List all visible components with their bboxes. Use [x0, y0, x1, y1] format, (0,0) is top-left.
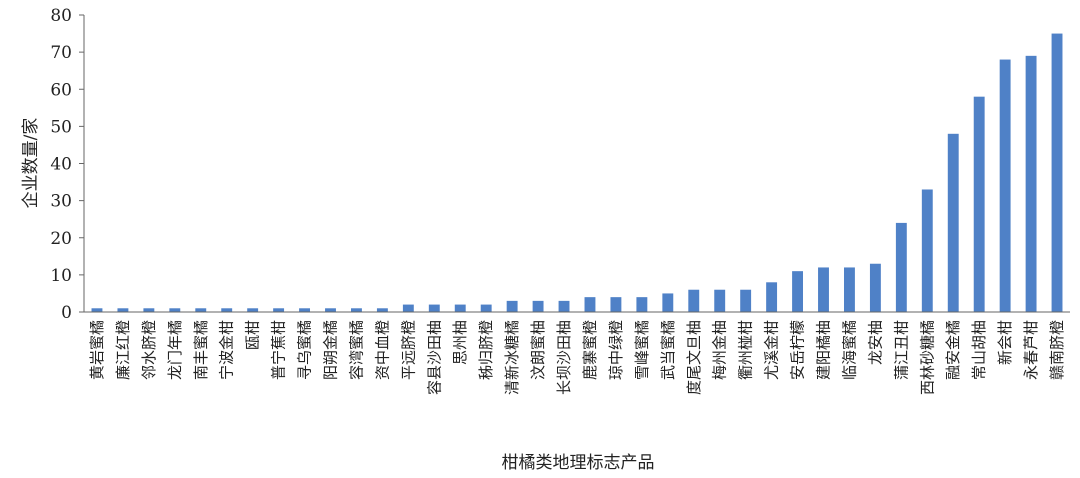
- bar: [402, 304, 414, 312]
- bar: [636, 297, 648, 312]
- x-tick-label: 衢州椪柑: [737, 320, 755, 380]
- bar: [428, 304, 440, 312]
- x-tick-label: 安岳柠檬: [789, 320, 807, 380]
- x-tick-label: 黄岩蜜橘: [88, 320, 106, 380]
- bar: [688, 289, 700, 312]
- x-tick-label: 琼中绿橙: [607, 320, 625, 380]
- bar: [299, 308, 311, 312]
- x-tick-label: 思州柚: [451, 320, 469, 365]
- bar: [350, 308, 362, 312]
- x-tick-label: 廉江红橙: [114, 320, 132, 380]
- x-tick-label: 汶朗蜜柚: [529, 320, 547, 380]
- bar: [143, 308, 155, 312]
- x-tick-label: 清新冰糖橘: [503, 320, 521, 395]
- x-tick-label: 西林砂糖橘: [918, 320, 936, 395]
- bar: [584, 297, 596, 312]
- x-tick-label: 雪峰蜜橘: [633, 320, 651, 380]
- y-tick-label: 20: [50, 229, 72, 249]
- bar: [169, 308, 181, 312]
- x-tick-label: 武当蜜橘: [659, 320, 677, 380]
- x-tick-label: 临海蜜橘: [840, 320, 858, 380]
- bar: [273, 308, 285, 312]
- x-tick-label: 秭归脐橙: [477, 320, 495, 380]
- bar: [195, 308, 207, 312]
- x-tick-label: 平远脐橙: [399, 320, 417, 380]
- bar: [325, 308, 336, 312]
- x-tick-label: 度尾文旦柚: [685, 320, 703, 395]
- bar: [895, 222, 907, 312]
- bar: [221, 308, 233, 312]
- x-tick-label: 邻水脐橙: [140, 320, 158, 380]
- bar: [1051, 33, 1063, 312]
- x-tick-label: 资中血橙: [373, 320, 391, 380]
- x-tick-label: 容县沙田柚: [425, 320, 443, 395]
- y-axis-ticks: 0 10 20 30 40 50 60 70 80: [50, 6, 84, 323]
- bar: [376, 308, 388, 312]
- x-tick-label: 尤溪金柑: [763, 320, 781, 380]
- bar: [818, 267, 829, 312]
- bar: [869, 263, 881, 312]
- x-tick-label: 梅州金柚: [711, 320, 729, 380]
- x-tick-label: 建阳橘柚: [815, 320, 833, 380]
- x-tick-label: 瓯柑: [244, 320, 262, 350]
- x-tick-label: 容湾蜜橘: [347, 320, 365, 380]
- bar: [662, 293, 674, 312]
- x-tick-label: 长坝沙田柚: [555, 320, 573, 395]
- y-tick-label: 40: [50, 155, 72, 175]
- x-tick-label: 寻乌蜜橘: [296, 320, 314, 380]
- bar: [480, 304, 492, 312]
- bar: [921, 189, 933, 312]
- y-tick-label: 60: [50, 80, 72, 100]
- bar: [792, 271, 804, 312]
- bar: [766, 282, 778, 312]
- bar: [947, 133, 959, 312]
- bar: [610, 297, 622, 312]
- y-tick-label: 10: [50, 266, 72, 286]
- y-tick-label: 70: [50, 43, 72, 63]
- y-tick-label: 30: [50, 192, 72, 212]
- x-tick-label: 鹿寨蜜橙: [581, 320, 599, 380]
- bar: [91, 308, 103, 312]
- x-tick-label: 南丰蜜橘: [192, 320, 210, 380]
- x-axis-tick-labels: 黄岩蜜橘 廉江红橙 邻水脐橙 龙门年橘 南丰蜜橘 宁波金柑 瓯柑 普宁蕉柑 寻乌蜜橘 阳朔金橘 容湾…: [88, 320, 1066, 395]
- x-tick-label: 融安金橘: [944, 320, 962, 380]
- x-tick-label: 宁波金柑: [218, 320, 236, 380]
- x-tick-label: 常山胡柚: [970, 320, 988, 380]
- y-axis-title: 企业数量/家: [21, 118, 41, 209]
- x-tick-label: 蒲江丑柑: [892, 320, 910, 380]
- x-tick-label: 龙门年橘: [166, 320, 184, 380]
- x-tick-label: 普宁蕉柑: [270, 320, 288, 380]
- x-tick-label: 新会柑: [996, 320, 1014, 365]
- bar: [714, 289, 726, 312]
- bar: [454, 304, 466, 312]
- bar: [117, 308, 129, 312]
- y-tick-label: 80: [50, 6, 72, 26]
- bar: [558, 300, 570, 312]
- bar: [247, 308, 259, 312]
- y-tick-label: 50: [50, 117, 72, 137]
- bar: [843, 267, 855, 312]
- bar: [506, 300, 518, 312]
- bar: [999, 59, 1011, 312]
- x-tick-label: 永春芦柑: [1022, 320, 1040, 380]
- bar: [532, 300, 544, 312]
- x-tick-label: 龙安柚: [866, 320, 884, 365]
- x-tick-label: 赣南脐橙: [1048, 320, 1066, 380]
- bars: [91, 33, 1063, 313]
- y-tick-label: 0: [61, 303, 72, 323]
- bar: [740, 289, 752, 312]
- x-axis-title: 柑橘类地理标志产品: [502, 453, 655, 473]
- bar: [1025, 55, 1037, 313]
- x-tick-label: 阳朔金橘: [322, 320, 340, 380]
- bar: [973, 96, 985, 312]
